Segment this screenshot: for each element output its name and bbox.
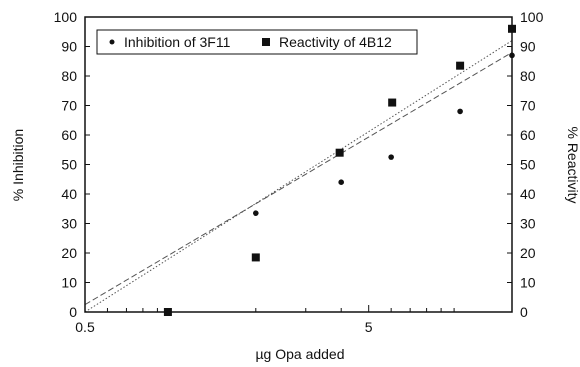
data-point-inhibition (457, 108, 463, 115)
y-tick-label: 20 (61, 245, 77, 261)
y-tick-label: 0 (69, 304, 77, 320)
plot-area (84, 24, 516, 316)
legend-marker-inhibition (109, 39, 115, 45)
y2-tick-label: 0 (520, 304, 528, 320)
y2-tick-label: 30 (520, 216, 536, 232)
fit-line-inhibition (84, 51, 513, 306)
x-tick-label: 5 (365, 319, 373, 335)
y-tick-label: 50 (61, 157, 77, 173)
legend-label-inhibition: Inhibition of 3F11 (124, 34, 231, 50)
y2-tick-label: 20 (520, 245, 536, 261)
y-tick-label: 90 (61, 39, 77, 55)
y-axis-title: % Inhibition (10, 129, 26, 201)
y2-tick-label: 70 (520, 98, 536, 114)
y-tick-label: 100 (54, 9, 78, 25)
y2-tick-label: 60 (520, 127, 536, 143)
data-point-inhibition (388, 154, 394, 160)
y2-tick-label: 90 (520, 39, 536, 55)
y2-tick-label: 80 (520, 68, 536, 84)
data-point-reactivity (456, 61, 465, 70)
y2-tick-label: 100 (520, 9, 544, 25)
data-point-reactivity (251, 253, 260, 262)
y-tick-label: 40 (61, 186, 77, 202)
legend-label-reactivity: Reactivity of 4B12 (279, 34, 392, 50)
y-tick-label: 10 (61, 275, 77, 291)
legend-marker-reactivity (262, 38, 270, 46)
x-tick-label: 0.5 (75, 319, 95, 335)
fit-line-reactivity (84, 40, 513, 313)
y-tick-label: 70 (61, 98, 77, 114)
x-axis-title: µg Opa added (255, 346, 344, 362)
y-tick-label: 30 (61, 216, 77, 232)
plot-frame (84, 16, 513, 313)
legend-frame (96, 29, 418, 55)
y2-tick-label: 40 (520, 186, 536, 202)
data-point-reactivity (388, 98, 397, 107)
y2-axis-title: % Reactivity (565, 126, 580, 203)
y-tick-label: 80 (61, 68, 77, 84)
axes: 0 10 20 30 40 50 60 70 80 90 100 0 10 20 30 40 50 60 70 80 9… (54, 9, 544, 335)
y2-tick-label: 50 (520, 157, 536, 173)
data-point-inhibition (338, 179, 345, 185)
y-tick-label: 60 (61, 127, 77, 143)
data-point-inhibition (253, 210, 259, 216)
legend: Inhibition of 3F11 Reactivity of 4B12 (96, 29, 418, 55)
y2-tick-label: 10 (520, 275, 536, 291)
data-point-reactivity (335, 148, 344, 157)
